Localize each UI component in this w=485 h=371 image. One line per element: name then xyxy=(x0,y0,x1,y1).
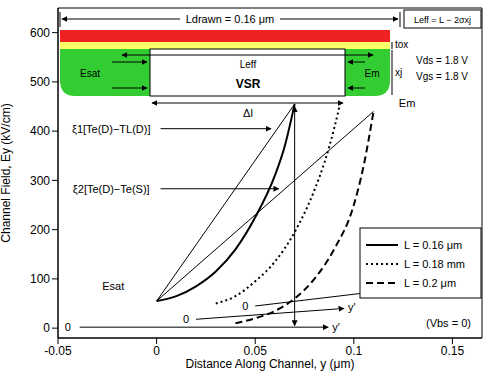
svg-text:tox: tox xyxy=(395,39,408,50)
svg-text:Vds = 1.8 V: Vds = 1.8 V xyxy=(416,55,468,66)
svg-text:y': y' xyxy=(332,321,340,333)
svg-text:y': y' xyxy=(384,284,392,296)
svg-text:Esat: Esat xyxy=(80,68,100,79)
svg-text:xj: xj xyxy=(395,67,402,78)
svg-text:Ldrawn = 0.16 μm: Ldrawn = 0.16 μm xyxy=(186,13,275,25)
svg-text:ξ1[Te(D)−TL(D)]: ξ1[Te(D)−TL(D)] xyxy=(72,123,151,135)
svg-text:Δl: Δl xyxy=(243,107,253,119)
svg-text:Esat: Esat xyxy=(102,280,124,292)
svg-text:L = 0.16 μm: L = 0.16 μm xyxy=(404,239,462,251)
svg-text:400: 400 xyxy=(30,124,50,138)
svg-text:Leff = L − 2σxj: Leff = L − 2σxj xyxy=(414,15,471,25)
svg-text:Em: Em xyxy=(365,68,380,79)
svg-text:0: 0 xyxy=(183,313,189,325)
svg-text:L = 0.2 μm: L = 0.2 μm xyxy=(404,277,456,289)
svg-text:100: 100 xyxy=(30,272,50,286)
svg-text:200: 200 xyxy=(30,223,50,237)
svg-text:y': y' xyxy=(348,301,356,313)
svg-text:0.05: 0.05 xyxy=(244,344,268,358)
svg-text:0.15: 0.15 xyxy=(441,344,465,358)
svg-text:-0.05: -0.05 xyxy=(44,344,72,358)
svg-text:L = 0.18 mm: L = 0.18 mm xyxy=(404,258,465,270)
svg-text:300: 300 xyxy=(30,174,50,188)
svg-text:0: 0 xyxy=(65,321,71,333)
svg-text:VSR: VSR xyxy=(236,77,261,91)
svg-text:0: 0 xyxy=(242,300,248,312)
svg-text:0.1: 0.1 xyxy=(345,344,362,358)
svg-text:Em: Em xyxy=(399,97,416,109)
svg-text:Channel Field, Ey (kV/cm): Channel Field, Ey (kV/cm) xyxy=(0,103,13,242)
svg-text:Leff: Leff xyxy=(240,59,257,70)
svg-text:600: 600 xyxy=(30,26,50,40)
svg-text:0: 0 xyxy=(43,321,50,335)
svg-text:Vgs = 1.8 V: Vgs = 1.8 V xyxy=(416,71,468,82)
svg-text:500: 500 xyxy=(30,75,50,89)
svg-text:(Vbs = 0): (Vbs = 0) xyxy=(426,317,471,329)
svg-text:Distance Along Channel, y (μm): Distance Along Channel, y (μm) xyxy=(186,357,355,371)
svg-text:ξ2[Te(D)−Te(S)]: ξ2[Te(D)−Te(S)] xyxy=(73,183,150,195)
svg-text:0: 0 xyxy=(153,344,160,358)
